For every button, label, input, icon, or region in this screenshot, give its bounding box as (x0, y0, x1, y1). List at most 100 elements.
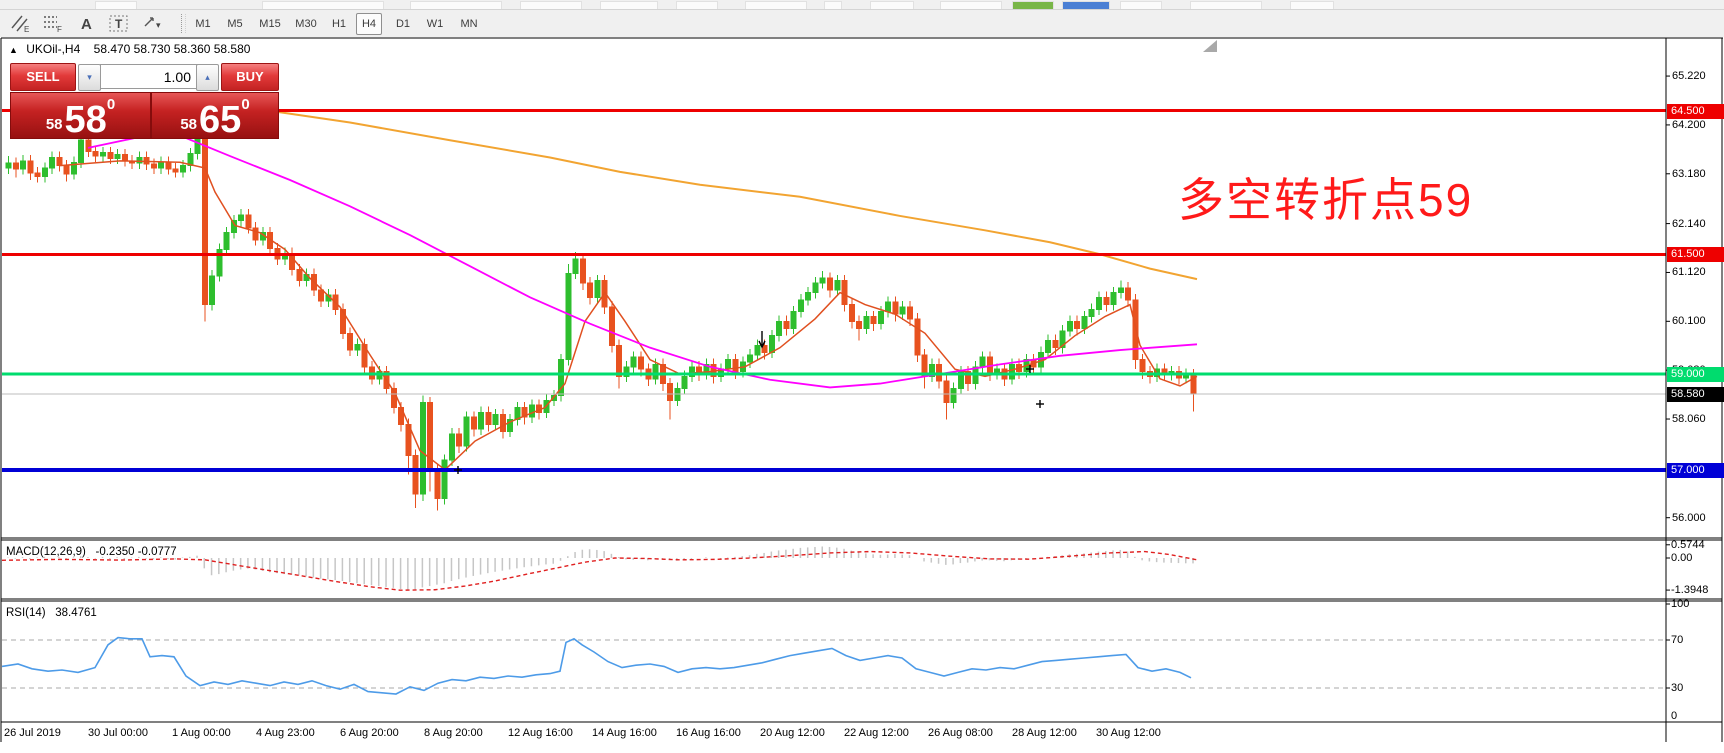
tab-timeframe-h4[interactable]: H4 (356, 13, 382, 35)
ma-magenta-line (87, 132, 1198, 389)
price-badge: 57.000 (1667, 462, 1724, 478)
macd-name: MACD(12,26,9) (6, 546, 86, 558)
candle-body (209, 275, 216, 306)
toolbar-fragment (1012, 1, 1054, 9)
arrow-tool-icon[interactable]: ▾ (140, 12, 166, 35)
candle-body (790, 311, 797, 329)
buy-price-main: 65 (199, 99, 242, 141)
buy-price-prefix: 58 (180, 116, 198, 133)
volume-decrease-button[interactable]: ▾ (78, 64, 101, 91)
x-axis-label: 4 Aug 23:00 (256, 727, 315, 739)
svg-text:▾: ▾ (156, 20, 161, 30)
ma-fast-line (59, 160, 1198, 471)
candle-body (754, 344, 761, 356)
tab-timeframe-d1[interactable]: D1 (395, 18, 411, 30)
collapse-icon[interactable]: ▲ (9, 45, 18, 55)
buy-price-button[interactable]: 58 65 0 (151, 92, 279, 139)
tab-timeframe-w1[interactable]: W1 (426, 18, 444, 30)
candle-body (841, 280, 848, 306)
candle-body (1066, 320, 1073, 332)
label-tool-icon[interactable]: T (107, 12, 133, 35)
candle-body (725, 359, 732, 370)
toolbar-fragment (824, 1, 842, 9)
candle-body (1074, 320, 1081, 329)
candle-body (354, 343, 361, 351)
toolbar-fragment (676, 1, 718, 9)
candle-body (456, 433, 463, 447)
macd-scale-label: 0.5744 (1671, 538, 1705, 551)
tab-timeframe-m15[interactable]: M15 (259, 18, 281, 30)
chart-toolbar: E F A T ▾ M1 M5 M15 M30 H1 H4 D1 W1 MN (0, 10, 1724, 37)
candle-body (681, 375, 688, 389)
candle-body (230, 220, 237, 234)
tab-timeframe-h1[interactable]: H1 (331, 18, 347, 30)
fibonacci-tool-icon[interactable]: F (41, 12, 67, 35)
candle-body (245, 214, 252, 229)
candle-body (608, 306, 615, 346)
candle-body (165, 161, 172, 170)
candle-body (558, 359, 565, 397)
channels-tool-icon[interactable]: E (8, 12, 34, 35)
sell-price-prefix: 58 (45, 116, 63, 133)
candle-body (827, 277, 834, 291)
candle-body (688, 366, 695, 377)
x-axis-label: 8 Aug 20:00 (424, 727, 483, 739)
toolbar-fragment (520, 1, 582, 9)
x-axis-label: 20 Aug 12:00 (760, 727, 825, 739)
candle-body (1096, 296, 1102, 310)
candle-body (238, 214, 245, 222)
top-toolbar-fragment-strip (0, 0, 1724, 10)
candle-body (20, 160, 27, 170)
toolbar-fragment (1190, 1, 1262, 9)
candle-body (528, 404, 535, 418)
candle-body (819, 277, 826, 284)
volume-input[interactable] (100, 64, 198, 89)
candle-body (339, 308, 346, 334)
toolbar-fragment (1120, 1, 1162, 9)
candle-body (63, 165, 70, 175)
tab-timeframe-m5[interactable]: M5 (227, 18, 243, 30)
x-axis-label: 26 Aug 08:00 (928, 727, 993, 739)
chart-shift-marker-icon[interactable] (1203, 40, 1217, 52)
x-axis-label: 30 Aug 12:00 (1096, 727, 1161, 739)
candle-body (507, 419, 514, 432)
candle-body (78, 139, 85, 163)
candle-body (201, 134, 208, 306)
candle-body (834, 280, 841, 291)
macd-signal-line (1, 550, 1198, 591)
arrow-down-marker (758, 340, 766, 349)
x-axis-label: 26 Jul 2019 (4, 727, 61, 739)
candle-body (216, 248, 223, 277)
buy-button[interactable]: BUY (221, 63, 279, 91)
candle-body (805, 292, 812, 301)
caret-up-icon: ▴ (205, 72, 210, 82)
candle-body (587, 282, 594, 298)
volume-increase-button[interactable]: ▴ (196, 64, 219, 91)
chart-ohlc-quotes: 58.470 58.730 58.360 58.580 (93, 42, 251, 56)
tab-timeframe-m1[interactable]: M1 (195, 18, 211, 30)
candle-body (70, 161, 77, 175)
y-axis-label: 58.060 (1672, 413, 1706, 426)
candle-body (1110, 292, 1117, 306)
candle-body (100, 152, 107, 157)
sell-price-button[interactable]: 58 58 0 (10, 92, 151, 139)
y-axis-label: 56.000 (1672, 511, 1706, 524)
caret-down-icon: ▾ (87, 72, 92, 82)
candle-body (1008, 363, 1015, 380)
toolbar-fragment (410, 1, 502, 9)
candle-body (92, 150, 99, 157)
text-tool-icon[interactable]: A (74, 12, 100, 35)
candle-body (347, 332, 354, 351)
candle-body (107, 152, 114, 159)
tab-timeframe-mn[interactable]: MN (460, 18, 478, 30)
toolbar-fragment (600, 1, 658, 9)
tab-timeframe-m30[interactable]: M30 (295, 18, 317, 30)
x-axis-label: 22 Aug 12:00 (844, 727, 909, 739)
price-badge: 59.000 (1667, 367, 1724, 382)
sell-button[interactable]: SELL (10, 63, 76, 91)
rsi-scale-label: 30 (1671, 682, 1684, 694)
x-axis-label: 28 Aug 12:00 (1012, 727, 1077, 739)
chart-title: ▲ UKOil-,H4 58.470 58.730 58.360 58.580 (9, 42, 250, 56)
y-axis-label: 60.100 (1672, 315, 1706, 328)
